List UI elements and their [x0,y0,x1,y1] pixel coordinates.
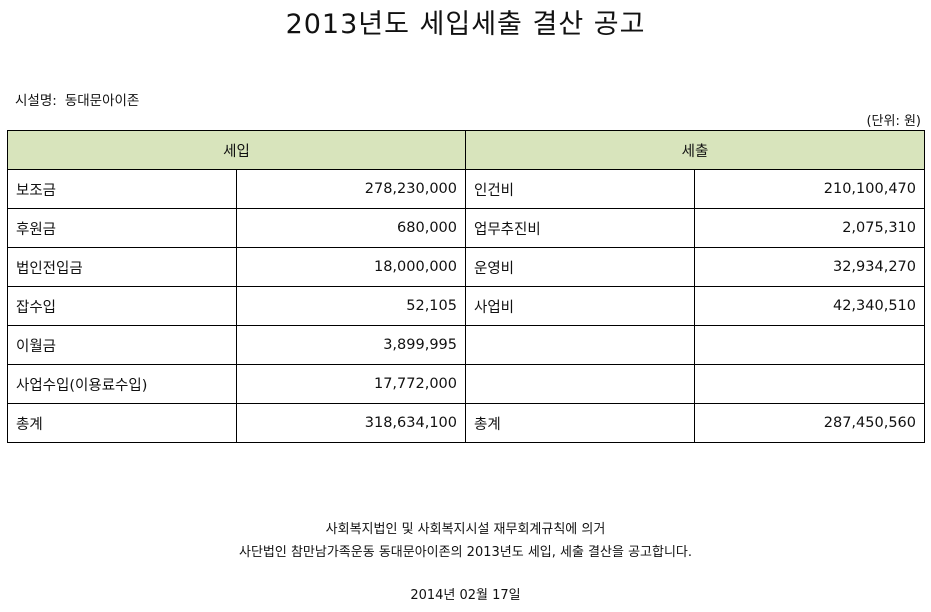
income-total-amount: 318,634,100 [236,403,466,443]
income-label: 이월금 [7,325,237,365]
facility-label: 시설명: [15,93,57,109]
expense-header: 세출 [465,130,925,170]
income-amount: 278,230,000 [236,169,466,209]
table-header-row: 세입 세출 [7,130,925,170]
footer-regulation-note: 사회복지법인 및 사회복지시설 재무회계규칙에 의거 [325,522,606,537]
income-amount: 3,899,995 [236,325,466,365]
footer-date: 2014년 02월 17일 [410,588,521,603]
income-label: 잡수입 [7,286,237,326]
income-header: 세입 [7,130,466,170]
expense-amount: 210,100,470 [694,169,925,209]
income-label: 보조금 [7,169,237,209]
expense-amount [694,325,925,365]
table-row: 후원금 680,000 업무추진비 2,075,310 [7,208,925,248]
income-total-label: 총계 [7,403,237,443]
table-row: 보조금 278,230,000 인건비 210,100,470 [7,169,925,209]
income-label: 사업수입(이용료수입) [7,364,237,404]
expense-total-label: 총계 [465,403,695,443]
unit-note: (단위: 원) [866,114,921,129]
income-amount: 52,105 [236,286,466,326]
facility-info: 시설명: 동대문아이존 [15,89,139,109]
expense-total-amount: 287,450,560 [694,403,925,443]
income-label: 법인전입금 [7,247,237,287]
facility-name: 동대문아이존 [64,93,140,109]
income-label: 후원금 [7,208,237,248]
table-row: 법인전입금 18,000,000 운영비 32,934,270 [7,247,925,287]
income-amount: 18,000,000 [236,247,466,287]
expense-amount: 2,075,310 [694,208,925,248]
income-amount: 17,772,000 [236,364,466,404]
expense-label [465,325,695,365]
table-row: 사업수입(이용료수입) 17,772,000 [7,364,925,404]
expense-label: 인건비 [465,169,695,209]
footer-announcement: 사단법인 참만남가족운동 동대문아이존의 2013년도 세입, 세출 결산을 공… [239,545,692,560]
expense-amount [694,364,925,404]
expense-label: 업무추진비 [465,208,695,248]
expense-label [465,364,695,404]
table-total-row: 총계 318,634,100 총계 287,450,560 [7,403,925,443]
expense-label: 운영비 [465,247,695,287]
income-amount: 680,000 [236,208,466,248]
table-row: 이월금 3,899,995 [7,325,925,365]
expense-label: 사업비 [465,286,695,326]
table-row: 잡수입 52,105 사업비 42,340,510 [7,286,925,326]
expense-amount: 32,934,270 [694,247,925,287]
settlement-table: 세입 세출 보조금 278,230,000 인건비 210,100,470 후원… [7,130,925,443]
page-title: 2013년도 세입세출 결산 공고 [285,9,646,40]
expense-amount: 42,340,510 [694,286,925,326]
